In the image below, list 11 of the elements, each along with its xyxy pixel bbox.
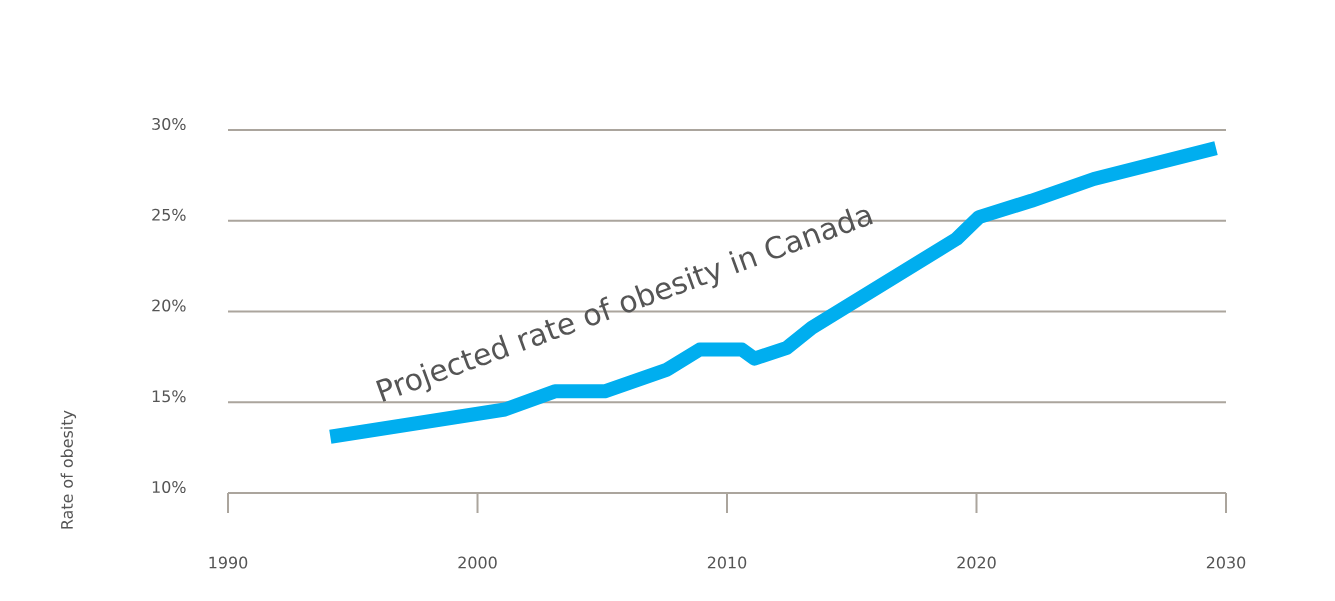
x-tick-label: 1990 — [209, 556, 248, 569]
x-tick-label: 2000 — [458, 556, 497, 569]
x-tick-label: 2010 — [707, 556, 747, 569]
x-tick-label: 2030 — [1206, 556, 1246, 569]
y-tick-label: 20% — [152, 299, 186, 312]
y-tick-label: 15% — [152, 390, 186, 403]
y-axis-title: Rate of obesity — [60, 410, 77, 529]
y-tick-label: 25% — [152, 208, 186, 221]
x-tick-label: 2020 — [957, 556, 996, 569]
y-tick-label: 30% — [152, 117, 186, 131]
y-tick-label: 10% — [152, 480, 186, 494]
